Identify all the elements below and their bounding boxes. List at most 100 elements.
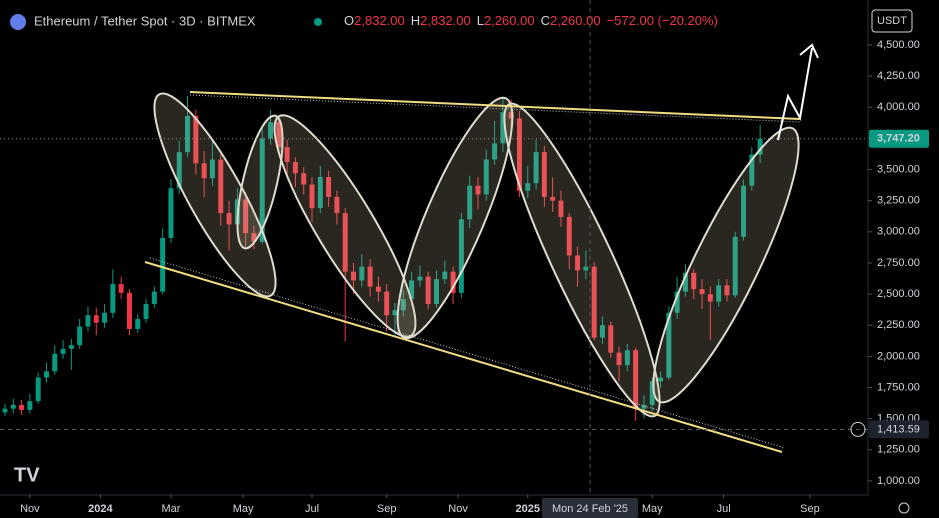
candle-body	[19, 404, 25, 410]
candle-body	[77, 326, 83, 346]
candle-body	[458, 219, 464, 293]
x-tick-label: 2024	[88, 503, 113, 515]
candle-body	[243, 199, 249, 234]
candle-body	[699, 289, 705, 295]
last-price-label: 3,747.20	[877, 133, 920, 145]
crosshair-x-box	[542, 498, 639, 518]
candle-body	[218, 159, 224, 214]
candle-body	[68, 345, 74, 349]
candle-body	[334, 196, 340, 214]
candle-body	[666, 312, 672, 378]
candle-body	[367, 266, 373, 287]
ellipse	[153, 92, 277, 298]
y-tick-label: 3,500.00	[877, 163, 920, 175]
trendline	[144, 261, 783, 453]
symbol-title: Ethereum / Tether Spot · 3D · BITMEX	[34, 13, 256, 28]
settings-icon[interactable]	[898, 502, 910, 514]
y-tick-label: 4,000.00	[877, 101, 920, 113]
candle-body	[409, 280, 415, 300]
candle-body	[85, 315, 91, 327]
crosshair-y-label: 1,413.59	[877, 423, 920, 435]
candle-body	[757, 138, 763, 155]
header: Ethereum / Tether Spot · 3D · BITMEX O2,…	[10, 13, 718, 30]
candle-body	[60, 348, 66, 354]
currency-button[interactable]	[871, 9, 913, 33]
candle-body	[558, 200, 564, 217]
candle-body	[185, 115, 191, 153]
candle-body	[608, 325, 614, 353]
x-tick-label: Nov	[20, 503, 40, 515]
y-tick-label: 3,250.00	[877, 195, 920, 207]
candle-body	[691, 272, 697, 290]
channel-dotted	[149, 257, 786, 449]
candle-body	[508, 112, 514, 119]
y-tick-label: 3,000.00	[877, 226, 920, 238]
candle-body	[624, 350, 630, 366]
candle-body	[110, 284, 116, 313]
arrow-head	[799, 43, 819, 59]
x-tick-label: Mar	[161, 503, 180, 515]
ohlc-key: C	[541, 13, 550, 28]
ellipse	[503, 102, 661, 418]
candle-body	[591, 266, 597, 338]
candle-body	[359, 266, 365, 281]
candle-body	[417, 276, 423, 281]
candle-body	[35, 377, 41, 402]
candle-body	[516, 118, 522, 191]
change: −572.00 (−20.20%)	[607, 13, 718, 28]
candle-body	[176, 152, 182, 189]
candle-body	[599, 325, 605, 338]
arrow	[777, 47, 813, 141]
currency[interactable]: USDT	[877, 15, 907, 27]
candle-body	[741, 185, 747, 237]
candle-body	[251, 233, 257, 242]
logo: TV	[14, 464, 40, 486]
crosshair-y-box	[869, 420, 929, 439]
annotations	[153, 92, 800, 418]
symbol-icon	[10, 14, 26, 30]
candle-body	[649, 381, 655, 405]
candle-body	[276, 122, 282, 148]
candle-body	[284, 147, 290, 163]
x-tick-label: Nov	[448, 503, 468, 515]
candle-body	[384, 291, 390, 316]
candle-body	[541, 152, 547, 197]
candle-body	[52, 353, 58, 372]
x-tick-label: May	[642, 503, 663, 515]
ohlc-key: L	[477, 13, 484, 28]
candle-body	[2, 408, 8, 413]
ohlc-key: H	[411, 13, 420, 28]
candle-body	[674, 291, 680, 313]
candle-body	[566, 216, 572, 256]
candle-body	[317, 176, 323, 209]
y-tick-label: 2,000.00	[877, 350, 920, 362]
x-tick-label: Jul	[305, 503, 319, 515]
candle-body	[633, 350, 639, 409]
ellipse	[273, 114, 417, 338]
candle-body	[10, 404, 16, 409]
x-tick-label: May	[233, 503, 254, 515]
crosshair-x-label: Mon 24 Feb '25	[552, 503, 628, 515]
candle-body	[425, 276, 431, 305]
candle-body	[375, 286, 381, 292]
y-tick-label: 4,500.00	[877, 39, 920, 51]
candle-body	[583, 266, 589, 271]
candle-body	[707, 294, 713, 302]
candle-body	[575, 255, 581, 271]
candle-body	[616, 352, 622, 366]
candle-body	[533, 152, 539, 184]
candle-body	[226, 213, 232, 225]
ohlc-key: O	[344, 13, 354, 28]
candle-body	[201, 163, 207, 179]
candle-body	[450, 271, 456, 293]
x-tick-label: Sep	[377, 503, 397, 515]
ellipse	[652, 126, 800, 404]
candle-body	[400, 299, 406, 311]
candle-body	[342, 213, 348, 272]
y-tick-label: 1,000.00	[877, 475, 920, 487]
ohlc-value: 2,832.00	[354, 13, 405, 28]
candle-body	[259, 138, 265, 242]
last-price-box	[869, 129, 929, 148]
ohlc-value: 2,832.00	[420, 13, 471, 28]
